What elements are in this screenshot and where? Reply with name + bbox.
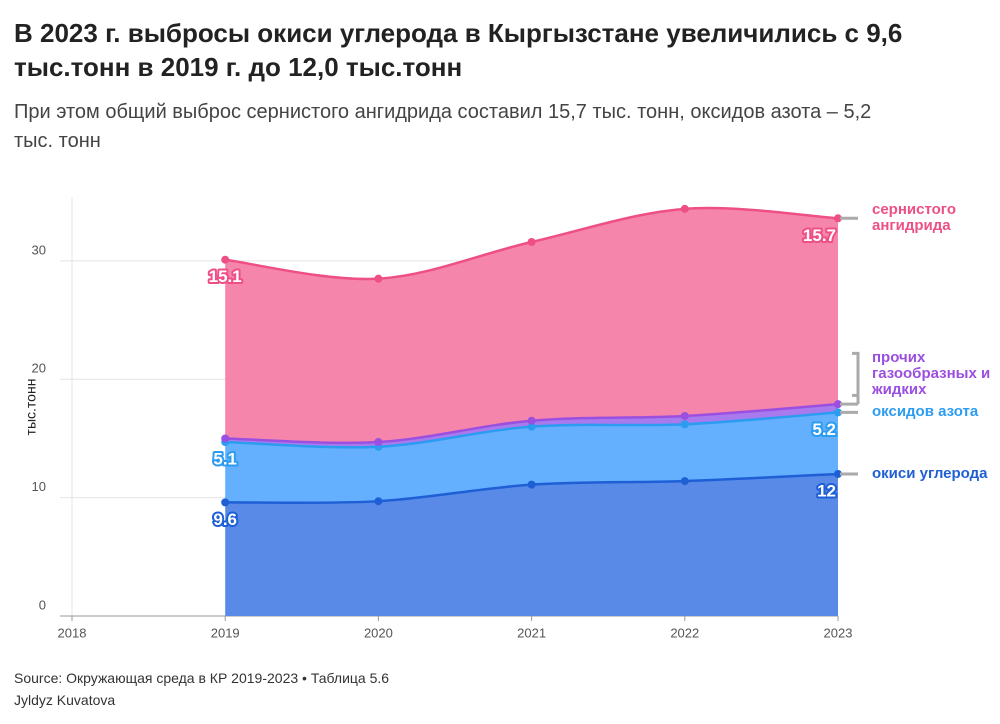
area xyxy=(225,473,838,616)
data-label: 9.6 xyxy=(213,510,237,529)
point xyxy=(527,237,536,246)
point xyxy=(374,438,383,447)
y-tick-label: 10 xyxy=(32,479,46,494)
point xyxy=(680,477,689,486)
point xyxy=(527,480,536,489)
y-axis-label: тыс.тонн xyxy=(23,379,39,436)
data-label: 5.1 xyxy=(213,449,237,468)
point xyxy=(834,400,842,409)
point xyxy=(527,416,536,425)
point xyxy=(221,434,230,443)
legend-bracket xyxy=(852,351,860,405)
point xyxy=(680,411,689,420)
x-tick-label: 2020 xyxy=(364,625,393,640)
y-tick-label: 20 xyxy=(32,361,46,376)
point xyxy=(834,408,842,417)
point xyxy=(374,274,383,283)
point xyxy=(527,422,536,431)
data-label: 5.2 xyxy=(812,420,836,439)
legend-label: окиси углерода xyxy=(872,464,988,482)
point xyxy=(680,420,689,429)
x-tick-label: 2022 xyxy=(670,625,699,640)
data-label: 15.7 xyxy=(803,226,836,245)
author: Jyldyz Kuvatova xyxy=(14,692,116,708)
y-tick-label: 0 xyxy=(39,597,46,612)
point xyxy=(221,255,230,264)
point xyxy=(834,469,842,478)
y-tick-label: 30 xyxy=(32,242,46,257)
point xyxy=(221,498,230,507)
point xyxy=(680,204,689,213)
x-tick-label: 2021 xyxy=(517,625,546,640)
legend-label: сернистого ангидрида xyxy=(872,201,956,235)
x-tick-label: 2018 xyxy=(58,625,87,640)
chart-subtitle: При этом общий выброс сернистого ангидри… xyxy=(14,101,872,152)
legend-label: оксидов азота xyxy=(872,403,979,421)
data-label: 15.1 xyxy=(209,267,242,286)
x-tick-label: 2019 xyxy=(211,625,240,640)
area xyxy=(225,208,838,443)
legend-label: прочих газообразных и жидких xyxy=(872,349,991,399)
point xyxy=(834,214,842,223)
chart-title: В 2023 г. выбросы окиси углерода в Кыргы… xyxy=(14,18,903,82)
x-tick-label: 2023 xyxy=(824,625,853,640)
point xyxy=(374,497,383,506)
data-label: 12 xyxy=(817,481,836,500)
source: Source: Окружающая среда в КР 2019-2023 … xyxy=(14,670,390,686)
